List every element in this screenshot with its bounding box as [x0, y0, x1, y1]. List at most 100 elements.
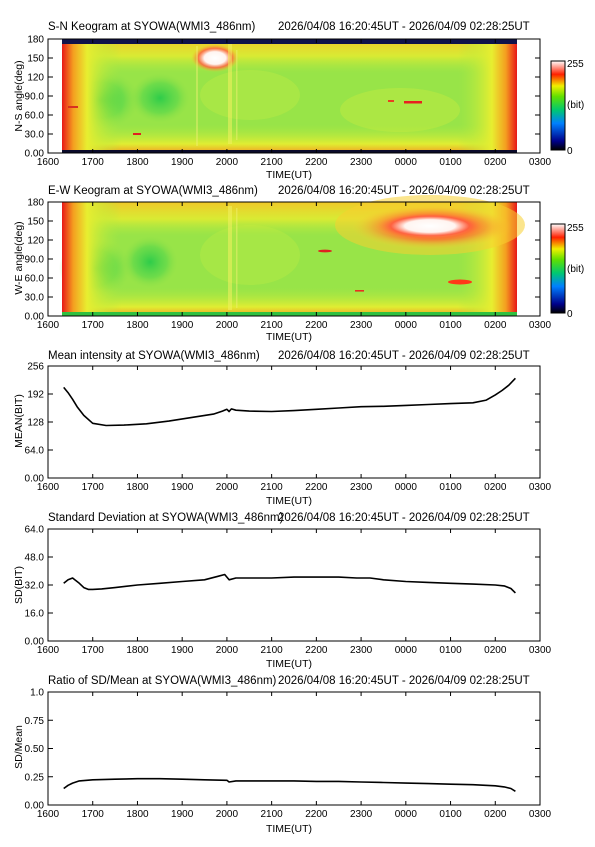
ew-ytick-label: 90.0	[25, 255, 45, 266]
ew-keogram-title: E-W Keogram at SYOWA(WMI3_486nm)	[48, 185, 258, 197]
sn-ytick-label: 30.0	[25, 130, 45, 141]
ratio-title: Ratio of SD/Mean at SYOWA(WMI3_486nm)	[48, 675, 277, 687]
ew-xtick-label: 1600	[37, 320, 60, 331]
mean-ytick-label: 0.00	[25, 474, 45, 485]
sd-xtick-label: 0200	[484, 645, 507, 656]
sd-axes: 1600 1700 1800 1900 2000 2100 2200 2300 0000 0100…	[25, 525, 552, 657]
sn-ylabel: N-S angle(deg)	[13, 60, 25, 131]
sd-xtick-label: 0000	[395, 645, 418, 656]
sd-ytick-label: 16.0	[25, 609, 45, 620]
mean-panel: Mean intensity at SYOWA(WMI3_486nm) 2026…	[13, 350, 552, 507]
ratio-ytick-label: 1.0	[30, 688, 44, 699]
mean-ytick-label: 192	[27, 390, 44, 401]
ratio-xtick-label: 1600	[37, 809, 60, 820]
ratio-xtick-label: 1900	[171, 809, 194, 820]
sn-ytick-label: 120	[27, 73, 44, 84]
sn-xtick-label: 1600	[37, 157, 60, 168]
mean-xtick-label: 2100	[261, 482, 284, 493]
sn-xtick-label: 0100	[439, 157, 462, 168]
sn-ytick-label: 0.00	[25, 149, 45, 160]
mean-plot-frame	[47, 365, 541, 479]
sd-panel: Standard Deviation at SYOWA(WMI3_486nm) …	[13, 512, 552, 670]
ew-xtick-label: 1700	[82, 320, 105, 331]
ratio-axes: 1600 1700 1800 1900 2000 2100 2200 2300 0000 0100…	[25, 688, 552, 821]
ew-xtick-label: 2300	[350, 320, 373, 331]
ratio-xtick-label: 0000	[395, 809, 418, 820]
ratio-xtick-label: 0300	[529, 809, 552, 820]
sn-keogram-title: S-N Keogram at SYOWA(WMI3_486nm)	[48, 21, 255, 33]
sd-ytick-label: 32.0	[25, 581, 45, 592]
ew-xlabel: TIME(UT)	[266, 331, 312, 343]
sd-xtick-label: 2200	[305, 645, 328, 656]
sd-xtick-label: 1800	[126, 645, 149, 656]
sd-xtick-label: 2100	[261, 645, 284, 656]
mean-ytick-label: 64.0	[25, 446, 45, 457]
ew-ylabel: W-E angle(deg)	[13, 221, 25, 294]
mean-xtick-label: 0000	[395, 482, 418, 493]
mean-xlabel: TIME(UT)	[266, 495, 312, 507]
sd-ytick-label: 48.0	[25, 553, 45, 564]
ratio-xtick-label: 2300	[350, 809, 373, 820]
sn-ytick-label: 150	[27, 54, 44, 65]
sn-xtick-label: 0300	[529, 157, 552, 168]
mean-time-range: 2026/04/08 16:20:45UT - 2026/04/09 02:28…	[278, 350, 530, 362]
ew-keogram-axes: 1600 1700 1800 1900 2000 2100 2200 2300 0000 0100…	[25, 198, 552, 332]
ew-keogram-panel: E-W Keogram at SYOWA(WMI3_486nm) 2026/04…	[13, 185, 584, 343]
sn-ytick-label: 60.0	[25, 111, 45, 122]
ew-keogram-image	[59, 195, 525, 316]
mean-xtick-label: 1600	[37, 482, 60, 493]
mean-xtick-label: 1700	[82, 482, 105, 493]
ew-ytick-label: 30.0	[25, 293, 45, 304]
sn-colorbar: 255 (bit) 0	[550, 59, 584, 157]
mean-xtick-label: 2000	[216, 482, 239, 493]
mean-ylabel: MEAN(BIT)	[13, 394, 25, 448]
ew-ytick-label: 60.0	[25, 274, 45, 285]
ew-xtick-label: 0000	[395, 320, 418, 331]
mean-xtick-label: 0200	[484, 482, 507, 493]
ratio-ytick-label: 0.75	[25, 716, 45, 727]
mean-xtick-label: 2200	[305, 482, 328, 493]
sn-keogram-axes: 1600 1700 1800 1900 2000 2100 2200 2300 0000 0100…	[25, 35, 552, 169]
ratio-xtick-label: 2100	[261, 809, 284, 820]
ratio-xlabel: TIME(UT)	[266, 823, 312, 835]
ratio-ytick-label: 0.50	[25, 744, 45, 755]
sd-xtick-label: 1900	[171, 645, 194, 656]
sd-xtick-label: 0300	[529, 645, 552, 656]
sn-colorbar-max: 255	[567, 59, 584, 70]
sd-time-range: 2026/04/08 16:20:45UT - 2026/04/09 02:28…	[278, 512, 530, 524]
sn-ytick-label: 90.0	[25, 92, 45, 103]
sd-ylabel: SD(BIT)	[13, 566, 25, 604]
ew-colorbar-max: 255	[567, 223, 584, 234]
sd-ytick-label: 0.00	[25, 637, 45, 648]
mean-title: Mean intensity at SYOWA(WMI3_486nm)	[48, 350, 260, 362]
ew-ytick-label: 120	[27, 236, 44, 247]
ew-xtick-label: 2100	[261, 320, 284, 331]
sn-colorbar-min: 0	[567, 146, 573, 157]
ew-xtick-label: 0100	[439, 320, 462, 331]
mean-ytick-label: 256	[27, 362, 44, 373]
ew-colorbar: 255 (bit) 0	[550, 223, 584, 320]
sn-ytick-label: 180	[27, 35, 44, 46]
sd-xlabel: TIME(UT)	[266, 658, 312, 670]
sd-xtick-label: 2000	[216, 645, 239, 656]
sn-xtick-label: 2000	[216, 157, 239, 168]
mean-xtick-label: 0300	[529, 482, 552, 493]
ew-colorbar-min: 0	[567, 309, 573, 320]
sn-keogram-panel: S-N Keogram at SYOWA(WMI3_486nm) 2026/04…	[13, 21, 584, 181]
ew-time-range: 2026/04/08 16:20:45UT - 2026/04/09 02:28…	[278, 185, 530, 197]
ratio-ylabel: SD/Mean	[13, 725, 25, 769]
sn-xtick-label: 2100	[261, 157, 284, 168]
ratio-ytick-label: 0.25	[25, 772, 45, 783]
ratio-time-range: 2026/04/08 16:20:45UT - 2026/04/09 02:28…	[278, 675, 530, 687]
ratio-xtick-label: 2000	[216, 809, 239, 820]
sn-colorbar-unit: (bit)	[567, 100, 584, 111]
ew-ytick-label: 150	[27, 217, 44, 228]
ew-ytick-label: 180	[27, 198, 44, 209]
sd-xtick-label: 1600	[37, 645, 60, 656]
ew-ytick-label: 0.00	[25, 312, 45, 323]
ratio-plot-frame	[47, 691, 541, 806]
sn-xlabel: TIME(UT)	[266, 169, 312, 181]
sn-xtick-label: 1700	[82, 157, 105, 168]
